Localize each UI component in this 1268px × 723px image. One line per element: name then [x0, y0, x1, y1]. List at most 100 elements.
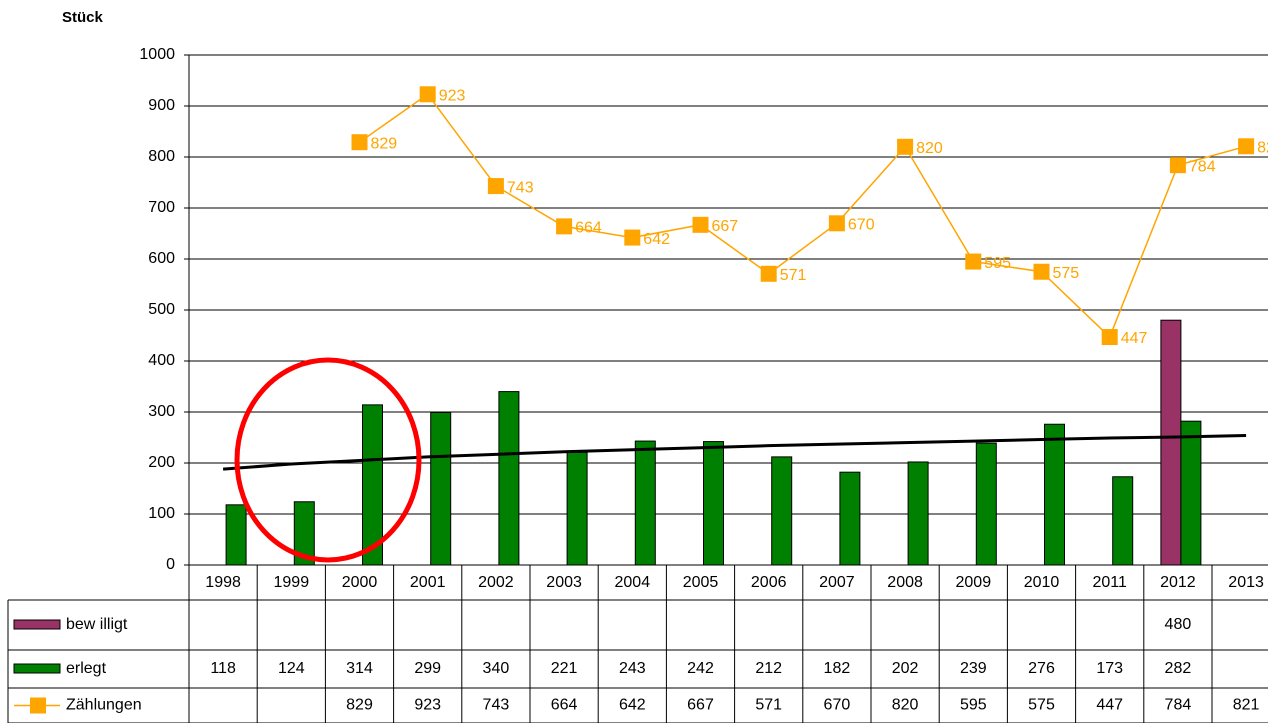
- marker: [760, 265, 777, 282]
- x-tick-label: 2001: [410, 574, 446, 591]
- bar: [1160, 319, 1182, 566]
- marker: [1238, 138, 1255, 155]
- data-label: 743: [507, 179, 534, 196]
- table-value: 743: [483, 697, 510, 714]
- data-label: 595: [984, 255, 1011, 272]
- bar: [771, 456, 793, 566]
- table-value: 276: [1028, 660, 1055, 677]
- bar: [1112, 476, 1134, 566]
- legend-label: erlegt: [66, 660, 107, 677]
- data-label: 821: [1257, 140, 1268, 157]
- x-tick-label: 2007: [819, 574, 855, 591]
- table-value: 212: [755, 660, 782, 677]
- y-tick-label: 200: [148, 454, 175, 471]
- y-tick-label: 500: [148, 301, 175, 318]
- bar: [1044, 423, 1065, 566]
- table-value: 670: [824, 697, 851, 714]
- x-tick-label: 2002: [478, 574, 514, 591]
- table-value: 173: [1096, 660, 1123, 677]
- bar: [975, 442, 997, 566]
- data-label: 670: [848, 217, 875, 234]
- data-label: 784: [1189, 158, 1216, 175]
- highlight-circle: [234, 357, 422, 563]
- marker: [351, 134, 368, 151]
- marker: [828, 215, 845, 232]
- table-value: 571: [755, 697, 782, 714]
- marker: [556, 218, 573, 235]
- x-tick-label: 2003: [546, 574, 582, 591]
- legend-label: Zählungen: [66, 697, 142, 714]
- table-value: 202: [892, 660, 919, 677]
- y-tick-label: 800: [148, 148, 175, 165]
- y-tick-label: 900: [148, 97, 175, 114]
- x-tick-label: 2012: [1160, 574, 1196, 591]
- table-value: 340: [483, 660, 510, 677]
- data-label: 642: [643, 231, 670, 248]
- y-tick-label: 100: [148, 505, 175, 522]
- marker: [965, 253, 982, 270]
- marker: [692, 216, 709, 233]
- table-value: 480: [1165, 616, 1192, 633]
- marker: [419, 86, 436, 103]
- table-value: 820: [892, 697, 919, 714]
- x-tick-label: 2004: [615, 574, 651, 591]
- bar: [362, 404, 383, 566]
- x-tick-label: 2013: [1228, 574, 1264, 591]
- bar: [225, 504, 247, 566]
- table-value: 124: [278, 660, 305, 677]
- data-label: 667: [712, 218, 739, 235]
- table-value: 447: [1096, 697, 1123, 714]
- table-value: 243: [619, 660, 646, 677]
- x-tick-label: 2005: [683, 574, 719, 591]
- table-value: 239: [960, 660, 987, 677]
- bar: [498, 391, 520, 566]
- y-tick-label: 400: [148, 352, 175, 369]
- marker: [1169, 157, 1186, 174]
- y-tick-label: 700: [148, 199, 175, 216]
- data-label: 571: [780, 267, 807, 284]
- y-tick-label: 1000: [139, 46, 175, 63]
- bar: [634, 440, 656, 566]
- marker: [1101, 329, 1118, 346]
- table-value: 299: [414, 660, 441, 677]
- legend-key: [30, 697, 46, 714]
- x-tick-label: 1999: [274, 574, 310, 591]
- data-label: 575: [1053, 265, 1080, 282]
- legend-key: [13, 663, 61, 674]
- table-value: 221: [551, 660, 578, 677]
- table-value: 242: [687, 660, 714, 677]
- x-tick-label: 2000: [342, 574, 378, 591]
- y-tick-label: 600: [148, 250, 175, 267]
- data-label: 923: [439, 87, 466, 104]
- x-tick-label: 1998: [205, 574, 241, 591]
- legend-label: bew illigt: [66, 616, 128, 633]
- y-tick-label: 0: [166, 556, 175, 573]
- data-label: 820: [916, 140, 943, 157]
- x-tick-label: 2010: [1024, 574, 1060, 591]
- table-value: 118: [210, 660, 236, 677]
- line: [359, 93, 1247, 339]
- x-tick-label: 2006: [751, 574, 787, 591]
- bar: [907, 461, 929, 566]
- data-label: 447: [1121, 330, 1148, 347]
- data-label: 829: [371, 135, 398, 152]
- x-tick-label: 2009: [956, 574, 992, 591]
- x-tick-label: 2011: [1092, 574, 1127, 591]
- bar: [293, 501, 315, 566]
- table-value: 182: [824, 660, 851, 677]
- marker: [624, 229, 641, 246]
- marker: [897, 138, 914, 155]
- table-value: 784: [1165, 697, 1192, 714]
- y-axis-label: Stück: [62, 9, 104, 26]
- bar: [566, 451, 588, 566]
- data-label: 664: [575, 220, 602, 237]
- table-value: 821: [1233, 697, 1260, 714]
- table-value: 642: [619, 697, 646, 714]
- table-value: 282: [1165, 660, 1192, 677]
- table-value: 923: [414, 697, 441, 714]
- legend-key: [13, 619, 61, 630]
- bar: [1180, 420, 1202, 566]
- bar: [430, 412, 452, 566]
